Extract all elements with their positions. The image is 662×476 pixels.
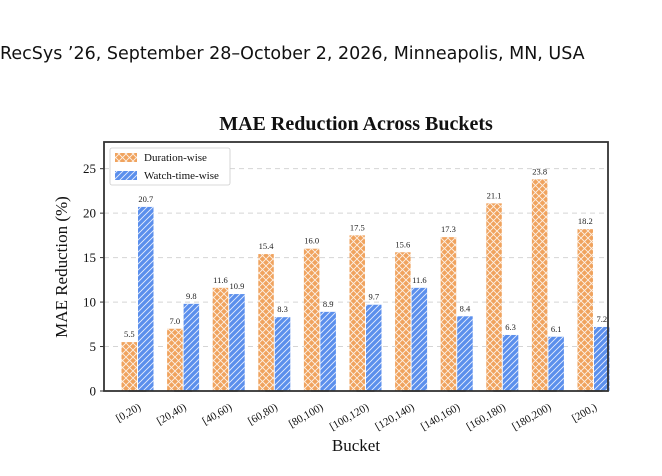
y-tick-label: 20 — [83, 206, 96, 221]
legend-swatch-hatch — [115, 153, 137, 162]
bar-duration-wise-160-180-hatch — [486, 203, 502, 391]
bar-watch-time-wise-120-140-hatch — [411, 287, 428, 391]
y-tick-label: 10 — [83, 295, 96, 310]
bar-watch-time-wise-100-120-hatch — [366, 304, 382, 391]
chart-title: MAE Reduction Across Buckets — [219, 113, 493, 135]
data-label: 17.3 — [441, 224, 456, 234]
bar-duration-wise-140-160-hatch — [440, 237, 457, 391]
x-tick-label: [140,160) — [419, 401, 463, 433]
x-axis-label: Bucket — [332, 436, 380, 455]
data-label: 6.3 — [505, 322, 516, 332]
x-tick-label: [60,80) — [246, 401, 280, 428]
bar-watch-time-wise-20-40-hatch — [183, 303, 200, 391]
data-label: 23.8 — [532, 166, 547, 176]
y-tick-label: 0 — [90, 384, 97, 399]
bar-watch-time-wise-200-hatch — [594, 326, 610, 391]
bar-duration-wise-0-20-hatch — [121, 342, 137, 391]
x-tick-label: [40,60) — [200, 401, 234, 428]
bar-watch-time-wise-180-200-hatch — [548, 336, 564, 391]
data-label: 15.6 — [395, 239, 410, 249]
x-tick-label: [0,20) — [114, 401, 143, 425]
bar-watch-time-wise-0-20-hatch — [138, 206, 154, 391]
bar-duration-wise-20-40-hatch — [167, 328, 183, 391]
data-label: 7.0 — [170, 316, 181, 326]
data-label: 8.9 — [323, 299, 334, 309]
data-label: 11.6 — [412, 275, 427, 285]
plot-frame — [103, 141, 609, 392]
data-label: 8.4 — [460, 303, 471, 313]
bar-watch-time-wise-140-160-hatch — [457, 316, 473, 391]
bar-watch-time-wise-80-100-hatch — [320, 311, 336, 391]
data-label: 10.9 — [230, 281, 245, 291]
bar-watch-time-wise-160-180-hatch — [502, 334, 519, 391]
y-axis-ticks: 0 5 10 15 20 25 — [83, 161, 104, 399]
data-label: 20.7 — [138, 194, 153, 204]
x-tick-label: [200,) — [570, 401, 599, 425]
bar-duration-wise-200-hatch — [577, 229, 593, 391]
bar-watch-time-wise-40-60-hatch — [229, 294, 245, 391]
bar-duration-wise-40-60-hatch — [212, 287, 229, 391]
y-tick-label: 25 — [83, 161, 96, 176]
bar-duration-wise-60-80-hatch — [258, 254, 274, 391]
legend-label-duration: Duration-wise — [144, 152, 207, 164]
bars — [121, 179, 610, 391]
data-label: 9.8 — [186, 291, 197, 301]
page-header: RecSys ’26, September 28–October 2, 2026… — [0, 44, 585, 64]
bar-duration-wise-100-120-hatch — [349, 235, 365, 391]
x-tick-label: [100,120) — [328, 401, 372, 433]
bar-duration-wise-80-100-hatch — [303, 248, 320, 391]
data-label: 18.2 — [578, 216, 593, 226]
data-label: 21.1 — [487, 190, 502, 200]
x-tick-label: [180,200) — [510, 401, 554, 433]
x-tick-label: [120,140) — [373, 401, 417, 433]
data-label: 11.6 — [213, 275, 228, 285]
data-labels: 5.5 7.0 11.6 15.4 16.0 17.5 15.6 17.3 21.1 23.8 18… — [124, 166, 607, 339]
bar-duration-wise-180-200-hatch — [531, 179, 548, 391]
legend-label-watch-time: Watch-time-wise — [144, 170, 219, 182]
data-label: 7.2 — [596, 314, 607, 324]
x-tick-label: [20,40) — [155, 401, 189, 428]
data-label: 8.3 — [277, 304, 288, 314]
data-label: 5.5 — [124, 329, 135, 339]
y-tick-label: 15 — [83, 250, 96, 265]
data-label: 15.4 — [259, 241, 275, 251]
bar-watch-time-wise-60-80-hatch — [274, 317, 291, 391]
data-label: 16.0 — [304, 236, 319, 246]
data-label: 17.5 — [350, 222, 365, 232]
x-axis-ticks: [0,20) [20,40) [40,60) [60,80) [80,100) [100,… — [114, 390, 603, 433]
data-label: 9.7 — [368, 292, 379, 302]
bar-duration-wise-120-140-hatch — [395, 252, 411, 391]
data-label: 6.1 — [551, 324, 562, 334]
legend: Duration-wise Watch-time-wise — [109, 147, 231, 186]
legend-swatch-hatch — [115, 171, 137, 180]
y-tick-label: 5 — [90, 339, 97, 354]
x-tick-label: [80,100) — [287, 401, 326, 430]
x-tick-label: [160,180) — [464, 401, 508, 433]
y-axis-label: MAE Reduction (%) — [52, 196, 71, 338]
